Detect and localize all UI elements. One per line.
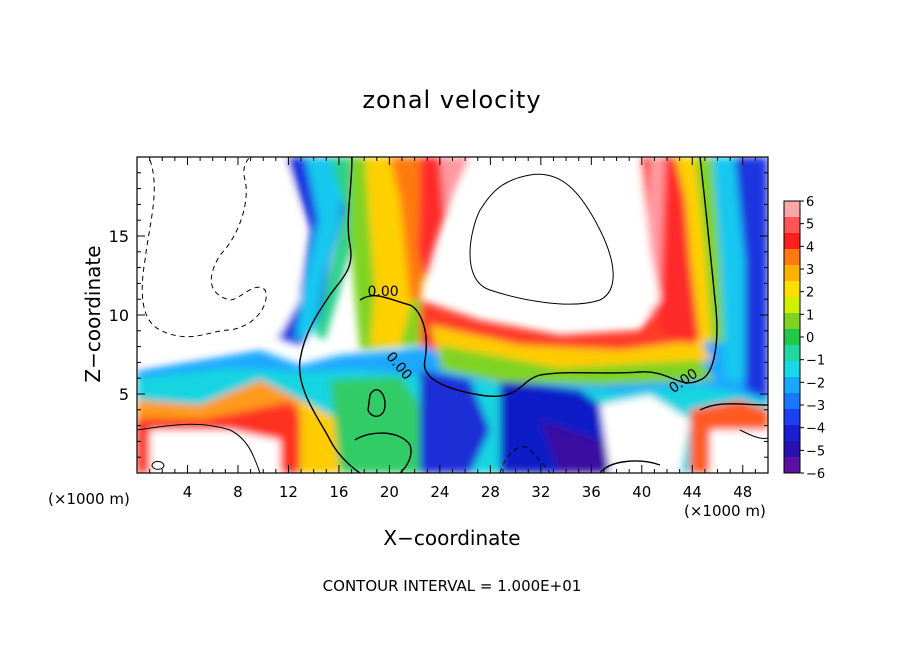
colorbar-tick-label: 3	[806, 263, 814, 278]
x-unit-label-right: (×1000 m)	[684, 502, 766, 520]
x-axis-label: X−coordinate	[383, 526, 521, 550]
y-axis: 5 10 15	[109, 172, 768, 458]
x-tick-label: 44	[683, 483, 702, 501]
colorbar-tick-label: −4	[806, 422, 825, 437]
colorbar-tick-label: −2	[806, 376, 825, 391]
colorbar-swatch	[784, 233, 800, 250]
y-tick-label: 10	[109, 306, 129, 325]
contour-interval-note: CONTOUR INTERVAL = 1.000E+01	[322, 577, 582, 595]
contour-label: 0.00	[368, 284, 399, 300]
y-tick-label: 5	[119, 385, 129, 404]
colorbar-swatch	[784, 409, 800, 426]
x-tick-label: 12	[279, 483, 298, 501]
y-tick-label: 15	[109, 227, 129, 246]
colorbar-swatch	[784, 361, 800, 378]
colorbar-tick-label: 4	[806, 240, 814, 255]
colorbar-swatch	[784, 313, 800, 330]
colorbar-tick-label: −5	[806, 444, 825, 459]
chart-title: zonal velocity	[362, 86, 542, 114]
x-tick-label: 20	[380, 483, 399, 501]
colorbar-swatch	[784, 345, 800, 362]
colorbar-swatch	[784, 457, 800, 474]
velocity-field	[137, 157, 768, 473]
colorbar-tick-label: −6	[806, 467, 825, 482]
x-tick-label: 16	[329, 483, 348, 501]
colorbar-swatch	[784, 329, 800, 346]
x-tick-label: 32	[531, 483, 550, 501]
colorbar-tick-label: −1	[806, 354, 825, 369]
colorbar-swatch	[784, 249, 800, 266]
colorbar-swatch	[784, 217, 800, 234]
colorbar-swatch	[784, 393, 800, 410]
colorbar-tick-label: 5	[806, 218, 814, 233]
x-axis: 4 8 12 16 20 24 28 32 36 40 44 48	[149, 157, 756, 501]
colorbar-swatch	[784, 441, 800, 458]
x-tick-label: 40	[632, 483, 651, 501]
x-tick-label: 28	[481, 483, 500, 501]
colorbar-tick-label: 0	[806, 331, 814, 346]
colorbar-tick-label: 1	[806, 308, 814, 323]
colorbar-swatch	[784, 297, 800, 314]
x-tick-label: 8	[233, 483, 243, 501]
colorbar-tick-label: −3	[806, 399, 825, 414]
colorbar-swatch	[784, 425, 800, 442]
colorbar: 6 5 4 3 2 1 0 −1 −2 −3 −4 −5 −6	[783, 195, 825, 482]
x-tick-label: 48	[733, 483, 752, 501]
x-tick-label: 4	[183, 483, 193, 501]
colorbar-swatch	[784, 265, 800, 282]
x-tick-label: 36	[582, 483, 601, 501]
x-tick-label: 24	[430, 483, 449, 501]
colorbar-swatch	[784, 201, 800, 218]
contour-lines	[137, 157, 768, 473]
x-unit-label-left: (×1000 m)	[48, 490, 130, 508]
colorbar-tick-label: 6	[806, 195, 814, 210]
colorbar-swatch	[784, 377, 800, 394]
colorbar-tick-label: 2	[806, 286, 814, 301]
y-axis-label: Z−coordinate	[81, 245, 105, 383]
colorbar-swatch	[784, 281, 800, 298]
